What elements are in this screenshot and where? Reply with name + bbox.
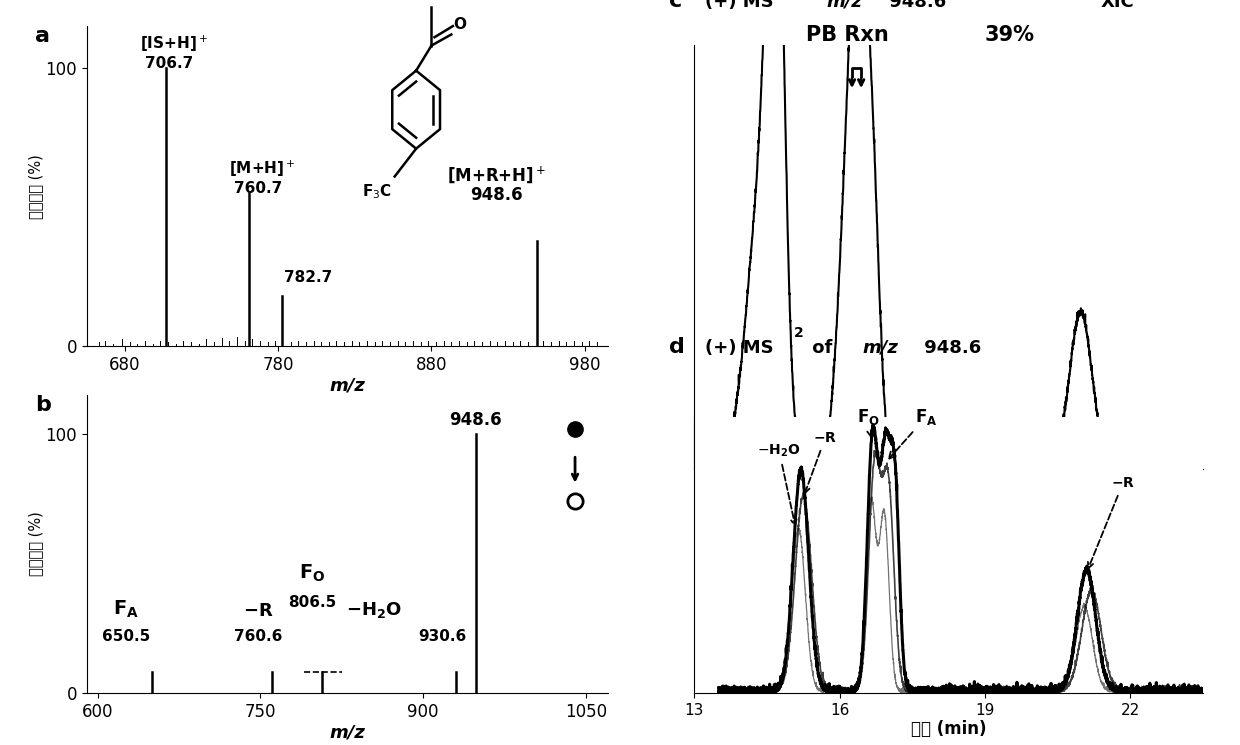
Text: [M+H]$^+$: [M+H]$^+$ <box>229 159 296 180</box>
Text: 930.6: 930.6 <box>419 629 466 644</box>
Text: 948.6: 948.6 <box>918 338 981 357</box>
Text: 706.7: 706.7 <box>145 56 193 71</box>
Text: c: c <box>670 0 682 10</box>
Text: [M+R+H]$^+$: [M+R+H]$^+$ <box>446 164 546 185</box>
Text: O: O <box>453 16 466 31</box>
Text: F$_3$C: F$_3$C <box>362 182 392 200</box>
X-axis label: 时间 (min): 时间 (min) <box>911 720 986 738</box>
Text: XIC: XIC <box>1101 0 1135 10</box>
Text: (+) MS: (+) MS <box>704 0 780 10</box>
Text: 39%: 39% <box>985 25 1034 45</box>
Text: 948.6: 948.6 <box>883 0 946 10</box>
Text: a: a <box>35 26 50 46</box>
X-axis label: m/z: m/z <box>330 377 365 395</box>
Text: of: of <box>806 338 839 357</box>
Text: 760.7: 760.7 <box>234 181 281 196</box>
Text: m/z: m/z <box>827 0 863 10</box>
Text: (+) MS: (+) MS <box>704 338 774 357</box>
Text: $\mathbf{F_A}$: $\mathbf{F_A}$ <box>889 408 937 459</box>
Text: $\mathbf{-R}$: $\mathbf{-R}$ <box>805 431 837 493</box>
Text: 948.6: 948.6 <box>470 186 522 204</box>
Text: $\mathbf{F_O}$: $\mathbf{F_O}$ <box>857 408 879 437</box>
Text: $\mathbf{F_A}$: $\mathbf{F_A}$ <box>113 599 139 621</box>
Text: 782.7: 782.7 <box>284 270 332 285</box>
Text: 650.5: 650.5 <box>102 629 150 644</box>
Text: $\mathbf{F_O}$: $\mathbf{F_O}$ <box>299 562 326 584</box>
Text: 760.6: 760.6 <box>234 629 283 644</box>
X-axis label: m/z: m/z <box>330 723 365 741</box>
Y-axis label: 相对强度 (%): 相对强度 (%) <box>27 154 42 218</box>
Text: $\mathbf{-H_2O}$: $\mathbf{-H_2O}$ <box>346 600 402 621</box>
Text: PB Rxn: PB Rxn <box>806 25 897 45</box>
Y-axis label: 相对强度 (%): 相对强度 (%) <box>27 512 42 576</box>
Text: 806.5: 806.5 <box>289 595 336 610</box>
Text: $-\mathbf{H_2O}$: $-\mathbf{H_2O}$ <box>758 443 801 525</box>
Text: m/z: m/z <box>862 338 898 357</box>
Text: 2: 2 <box>794 326 804 340</box>
Text: 948.6: 948.6 <box>450 410 502 428</box>
Text: b: b <box>35 395 51 415</box>
Text: d: d <box>670 337 684 357</box>
Text: $\mathbf{-R}$: $\mathbf{-R}$ <box>243 602 274 621</box>
Text: $\mathbf{-R}$: $\mathbf{-R}$ <box>1087 476 1135 568</box>
Text: [IS+H]$^+$: [IS+H]$^+$ <box>140 34 208 54</box>
